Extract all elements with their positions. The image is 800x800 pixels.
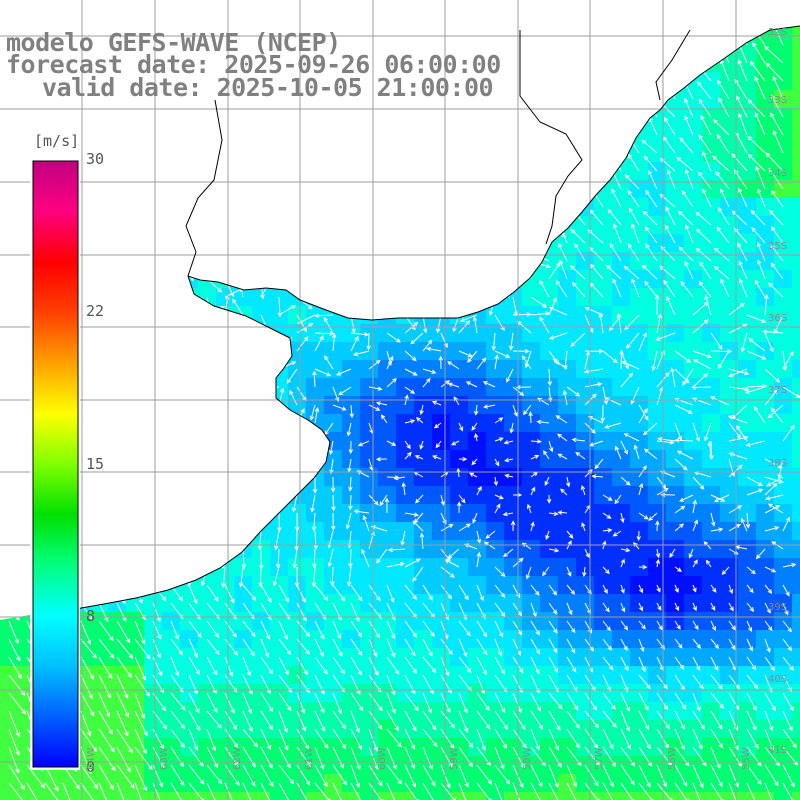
colorbar-tick-0: 0 [86, 758, 96, 776]
valid-date: valid date: 2025-10-05 21:00:00 [42, 73, 494, 102]
lon-label-57w: 57W [594, 747, 605, 770]
colorbar-tick-30: 30 [86, 150, 105, 168]
forecast-date: forecast date: 2025-09-26 06:00:00 [6, 50, 501, 79]
coastline [35, 25, 800, 615]
colorbar-gradient [32, 160, 79, 768]
lon-label-59w: 59W [449, 747, 460, 770]
lat-label-39s: 39S [768, 602, 788, 613]
lon-label-55w: 55W [741, 747, 752, 770]
lat-label-38s: 38S [768, 458, 788, 469]
lat-label-36s: 36S [768, 313, 788, 324]
inland-borders [185, 29, 691, 277]
colorbar [30, 158, 80, 770]
lat-label-33s: 33S [768, 95, 788, 106]
lat-label-34s: 34S [768, 168, 788, 179]
model-title: modelo GEFS-WAVE (NCEP) [6, 28, 341, 57]
lat-label-37s: 37S [768, 385, 788, 396]
colorbar-tick-22: 22 [86, 302, 105, 320]
lon-label-62w: 62W [232, 747, 243, 770]
colorbar-tick-8: 8 [86, 607, 96, 625]
lon-label-63w: 63W [159, 747, 170, 770]
lon-label-64w: 64W [86, 747, 97, 770]
lat-label-41s: 41S [768, 745, 788, 756]
lat-label-40s: 40S [768, 674, 788, 685]
lat-label-32s: 32S [768, 27, 788, 38]
lon-label-58w: 58W [522, 747, 533, 770]
colorbar-units: [m/s] [34, 132, 80, 150]
colorbar-tick-15: 15 [86, 455, 105, 473]
lon-label-60w: 60W [377, 747, 388, 770]
lon-label-56w: 56W [667, 747, 678, 770]
lon-label-61w: 61W [304, 747, 315, 770]
lat-label-35s: 35S [768, 241, 788, 252]
